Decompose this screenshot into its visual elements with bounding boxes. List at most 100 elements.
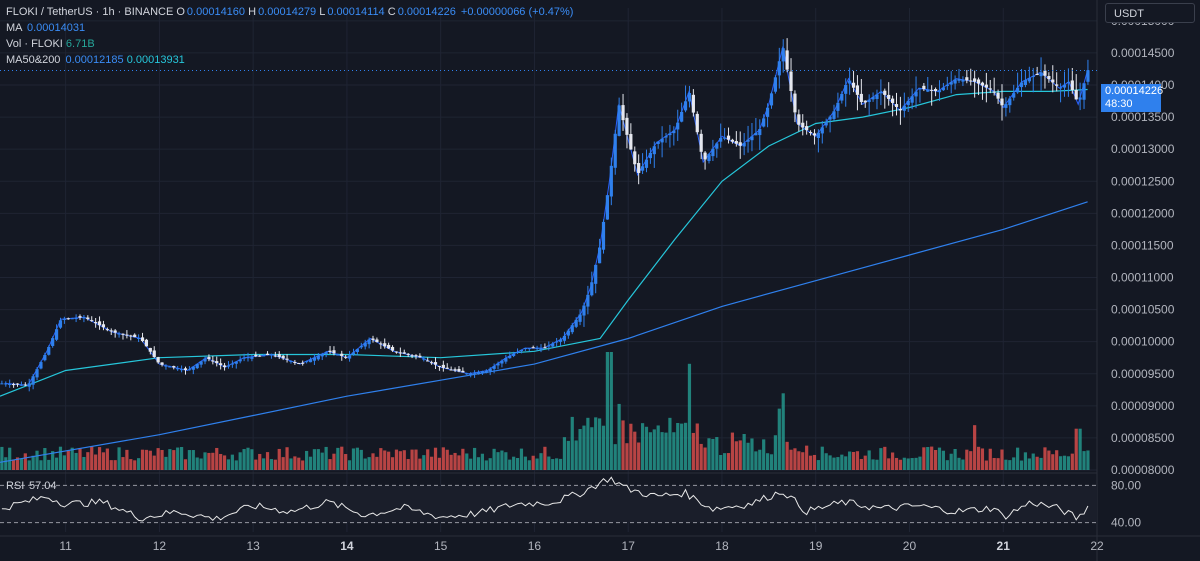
price-tick-label: 0.00013000 bbox=[1111, 142, 1175, 156]
volume-bar bbox=[86, 452, 90, 470]
candle-body bbox=[418, 355, 422, 358]
time-tick-label: 16 bbox=[528, 539, 542, 553]
volume-bar bbox=[586, 417, 590, 470]
candle-body bbox=[914, 91, 918, 97]
volume-bar bbox=[758, 449, 762, 470]
volume-bar bbox=[191, 450, 195, 470]
candle-body bbox=[172, 366, 176, 368]
volume-bar bbox=[871, 459, 875, 470]
candle-body bbox=[109, 330, 113, 332]
candle-body bbox=[82, 317, 86, 319]
candle-body bbox=[1082, 83, 1086, 100]
candle-body bbox=[590, 282, 594, 296]
candle-body bbox=[1055, 84, 1059, 86]
candle-body bbox=[742, 143, 746, 147]
legend-row-volume[interactable]: Vol · FLOKI 6.71B bbox=[6, 36, 573, 52]
candle-body bbox=[117, 333, 121, 335]
volume-bar bbox=[383, 450, 387, 470]
volume-bar bbox=[117, 447, 121, 470]
volume-bar bbox=[500, 450, 504, 470]
candle-body bbox=[640, 166, 645, 171]
volume-bar bbox=[97, 447, 102, 470]
candle-body bbox=[535, 348, 539, 350]
candle-body bbox=[199, 361, 203, 365]
volume-bar bbox=[621, 420, 625, 470]
candle-body bbox=[183, 368, 188, 371]
candle-body bbox=[957, 79, 961, 81]
volume-bar bbox=[687, 363, 692, 470]
volume-bar bbox=[125, 449, 129, 470]
candle-body bbox=[1012, 93, 1016, 98]
candle-body bbox=[523, 348, 527, 350]
legend-row-ma50-200[interactable]: MA50&200 0.00012185 0.00013931 bbox=[6, 52, 573, 68]
candle-body bbox=[0, 383, 4, 385]
volume-bar bbox=[527, 460, 531, 470]
volume-bar bbox=[937, 447, 942, 470]
volume-bar bbox=[152, 455, 156, 470]
volume-bar bbox=[765, 453, 770, 470]
candle-body bbox=[1008, 98, 1012, 106]
volume-bar bbox=[1078, 428, 1082, 470]
candle-body bbox=[347, 355, 352, 359]
candle-body bbox=[508, 355, 512, 359]
candle-body bbox=[820, 127, 824, 134]
currency-button[interactable]: USDT bbox=[1105, 3, 1195, 23]
candle-body bbox=[269, 354, 274, 356]
candle-body bbox=[480, 371, 484, 374]
volume-bar bbox=[453, 452, 457, 470]
candle-body bbox=[187, 369, 191, 371]
candle-body bbox=[785, 50, 789, 70]
volume-bar bbox=[78, 448, 82, 470]
volume-bar bbox=[226, 459, 231, 470]
volume-bar bbox=[480, 453, 484, 470]
volume-bar bbox=[332, 453, 336, 470]
volume-bar bbox=[19, 458, 24, 470]
volume-bar bbox=[812, 454, 817, 470]
legend-row-ma[interactable]: MA 0.00014031 bbox=[6, 20, 573, 36]
price-tick-label: 0.00010000 bbox=[1111, 335, 1175, 349]
candle-body bbox=[148, 347, 152, 352]
candle-body bbox=[86, 317, 90, 320]
candle-body bbox=[793, 93, 797, 113]
candle-body bbox=[1058, 87, 1063, 89]
candle-body bbox=[285, 358, 289, 360]
candle-body bbox=[988, 88, 992, 90]
volume-bar bbox=[715, 437, 719, 470]
candle-body bbox=[605, 195, 610, 220]
volume-bar bbox=[140, 449, 145, 470]
volume-bar bbox=[0, 446, 4, 470]
ma-label: MA bbox=[6, 22, 22, 34]
close-value: 0.00014226 bbox=[397, 6, 456, 18]
volume-bar bbox=[289, 458, 293, 470]
volume-bar bbox=[1031, 453, 1035, 470]
candle-body bbox=[683, 101, 688, 111]
symbol-title[interactable]: FLOKI / TetherUS · 1h · BINANCE bbox=[6, 6, 174, 18]
volume-bar bbox=[840, 454, 844, 470]
candle-body bbox=[879, 91, 883, 94]
candle-body bbox=[164, 365, 168, 367]
candle-body bbox=[617, 105, 621, 136]
volume-bar bbox=[918, 456, 922, 470]
candle-body bbox=[500, 360, 504, 364]
rsi-lower-label: 40.00 bbox=[1111, 516, 1141, 530]
volume-bar bbox=[265, 452, 270, 470]
candle-body bbox=[629, 134, 633, 150]
volume-bar bbox=[988, 448, 992, 470]
candle-body bbox=[676, 122, 680, 130]
volume-bar bbox=[445, 449, 449, 470]
candle-body bbox=[207, 357, 211, 360]
volume-bar bbox=[262, 458, 266, 470]
volume-bar bbox=[457, 455, 461, 470]
volume-bar bbox=[664, 432, 668, 470]
chart-legend: FLOKI / TetherUS · 1h · BINANCE O 0.00014… bbox=[6, 4, 573, 68]
candle-body bbox=[637, 162, 641, 173]
rsi-band bbox=[0, 485, 1097, 523]
volume-bar bbox=[54, 457, 59, 470]
candle-body bbox=[62, 318, 66, 320]
volume-bar bbox=[957, 457, 961, 470]
volume-bar bbox=[551, 459, 555, 470]
candle-body bbox=[719, 138, 723, 142]
volume-bar bbox=[1086, 450, 1090, 470]
volume-bar bbox=[394, 449, 399, 470]
